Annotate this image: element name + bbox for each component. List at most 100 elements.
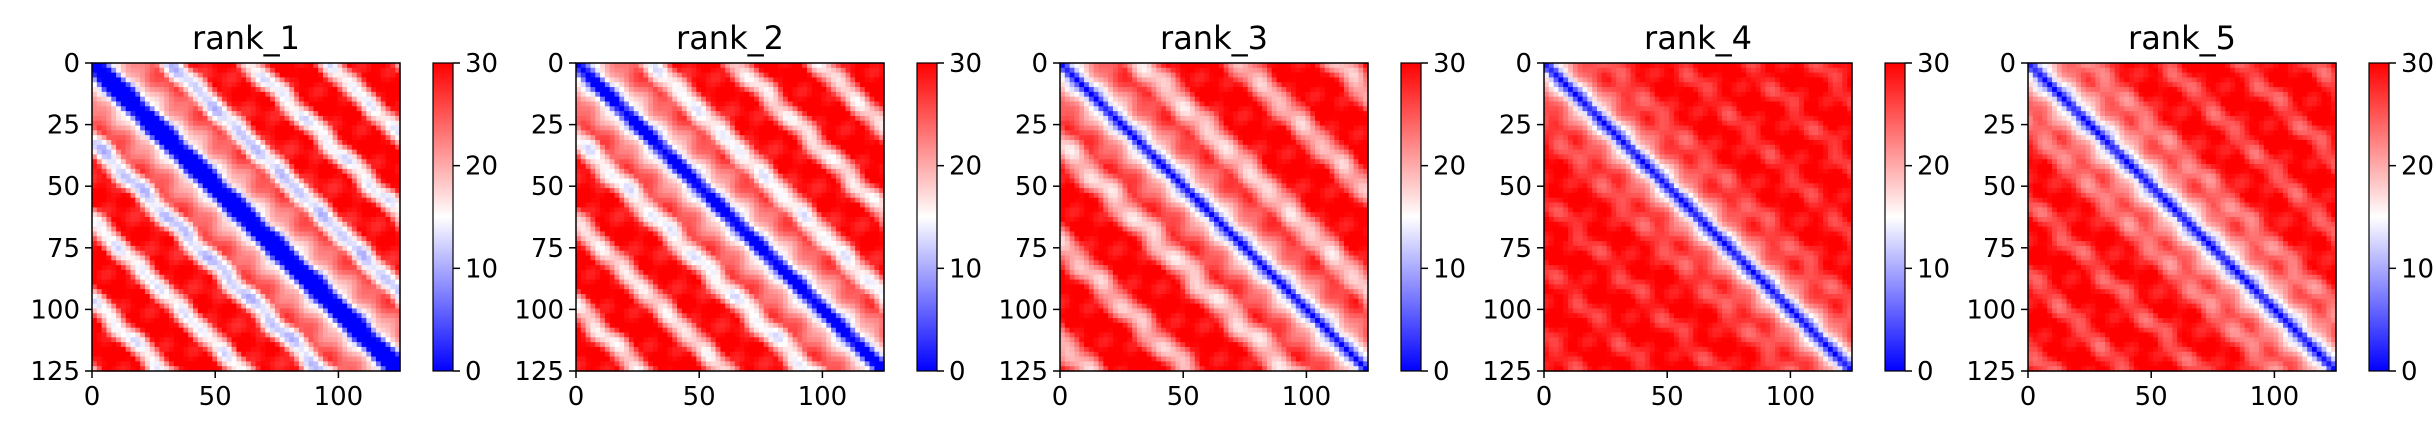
- heatmap-cell: [208, 222, 213, 227]
- heatmap-cell: [347, 198, 352, 203]
- heatmap-cell: [227, 106, 232, 111]
- heatmap-cell: [155, 361, 160, 366]
- heatmap-cell: [265, 193, 270, 198]
- heatmap-cell: [696, 116, 701, 121]
- heatmap-cell: [260, 179, 265, 184]
- heatmap-cell: [610, 116, 615, 121]
- heatmap-cell: [313, 328, 318, 333]
- heatmap-cell: [381, 87, 386, 92]
- heatmap-cell: [362, 236, 367, 241]
- heatmap-cell: [874, 63, 879, 68]
- heatmap-cell: [381, 116, 386, 121]
- heatmap-cell: [870, 97, 875, 102]
- heatmap-cell: [203, 333, 208, 338]
- heatmap-cell: [236, 361, 241, 366]
- heatmap-cell: [285, 241, 290, 246]
- heatmap-cell: [145, 299, 150, 304]
- heatmap-cell: [826, 63, 831, 68]
- heatmap-cell: [605, 126, 610, 131]
- heatmap-cell: [131, 265, 136, 270]
- heatmap-cell: [102, 145, 107, 150]
- heatmap-cell: [198, 179, 203, 184]
- heatmap-cell: [386, 63, 391, 68]
- heatmap-cell: [366, 231, 371, 236]
- heatmap-cell: [629, 63, 634, 68]
- heatmap-cell: [740, 77, 745, 82]
- heatmap-cell: [183, 82, 188, 87]
- heatmap-cell: [323, 87, 328, 92]
- heatmap-cell: [232, 304, 237, 309]
- heatmap-cell: [246, 169, 251, 174]
- heatmap-cell: [381, 106, 386, 111]
- heatmap-cell: [333, 323, 338, 328]
- heatmap-cell: [366, 193, 371, 198]
- heatmap-cell: [236, 164, 241, 169]
- heatmap-cell: [294, 231, 299, 236]
- heatmap-cell: [159, 198, 164, 203]
- heatmap-cell: [381, 308, 386, 313]
- heatmap-cell: [304, 347, 309, 352]
- heatmap-cell: [658, 116, 663, 121]
- heatmap-cell: [280, 116, 285, 121]
- heatmap-cell: [111, 347, 116, 352]
- heatmap-cell: [131, 87, 136, 92]
- heatmap-cell: [174, 227, 179, 232]
- heatmap-cell: [270, 183, 275, 188]
- heatmap-cell: [836, 63, 841, 68]
- heatmap-cell: [169, 361, 174, 366]
- heatmap-cell: [366, 63, 371, 68]
- heatmap-cell: [802, 92, 807, 97]
- heatmap-cell: [212, 289, 217, 294]
- heatmap-cell: [386, 73, 391, 78]
- heatmap-cell: [164, 87, 169, 92]
- heatmap-cell: [289, 116, 294, 121]
- heatmap-cell: [183, 188, 188, 193]
- heatmap-cell: [111, 111, 116, 116]
- heatmap-cell: [280, 121, 285, 126]
- heatmap-cell: [275, 73, 280, 78]
- heatmap-cell: [812, 102, 817, 107]
- heatmap-cell: [140, 154, 145, 159]
- heatmap-cell: [275, 342, 280, 347]
- heatmap-cell: [126, 106, 131, 111]
- heatmap-cell: [333, 68, 338, 73]
- heatmap-cell: [706, 87, 711, 92]
- heatmap-cell: [366, 337, 371, 342]
- heatmap-cell: [159, 188, 164, 193]
- heatmap-cell: [179, 77, 184, 82]
- heatmap-cell: [386, 145, 391, 150]
- heatmap-cell: [672, 87, 677, 92]
- heatmap-cell: [744, 77, 749, 82]
- heatmap-cell: [169, 304, 174, 309]
- heatmap-cell: [639, 97, 644, 102]
- heatmap-cell: [236, 289, 241, 294]
- heatmap-cell: [371, 174, 376, 179]
- heatmap-cell: [357, 246, 362, 251]
- heatmap-cell: [217, 203, 222, 208]
- heatmap-cell: [203, 92, 208, 97]
- heatmap-cell: [265, 169, 270, 174]
- heatmap-cell: [241, 328, 246, 333]
- heatmap-cell: [831, 97, 836, 102]
- heatmap-cell: [328, 63, 333, 68]
- heatmap-cell: [860, 82, 865, 87]
- heatmap-cell: [371, 333, 376, 338]
- heatmap-cell: [590, 73, 595, 78]
- heatmap-cell: [639, 63, 644, 68]
- heatmap-cell: [150, 318, 155, 323]
- heatmap-cell: [256, 289, 261, 294]
- heatmap-cell: [135, 169, 140, 174]
- heatmap-cell: [265, 347, 270, 352]
- heatmap-cell: [159, 222, 164, 227]
- heatmap-cell: [256, 159, 261, 164]
- heatmap-cell: [203, 82, 208, 87]
- heatmap-cell: [270, 145, 275, 150]
- heatmap-cell: [381, 236, 386, 241]
- heatmap-cell: [265, 87, 270, 92]
- heatmap-cell: [217, 188, 222, 193]
- heatmap-cell: [386, 294, 391, 299]
- heatmap-cell: [381, 299, 386, 304]
- heatmap-cell: [366, 174, 371, 179]
- heatmap-cell: [764, 116, 769, 121]
- heatmap-cell: [285, 150, 290, 155]
